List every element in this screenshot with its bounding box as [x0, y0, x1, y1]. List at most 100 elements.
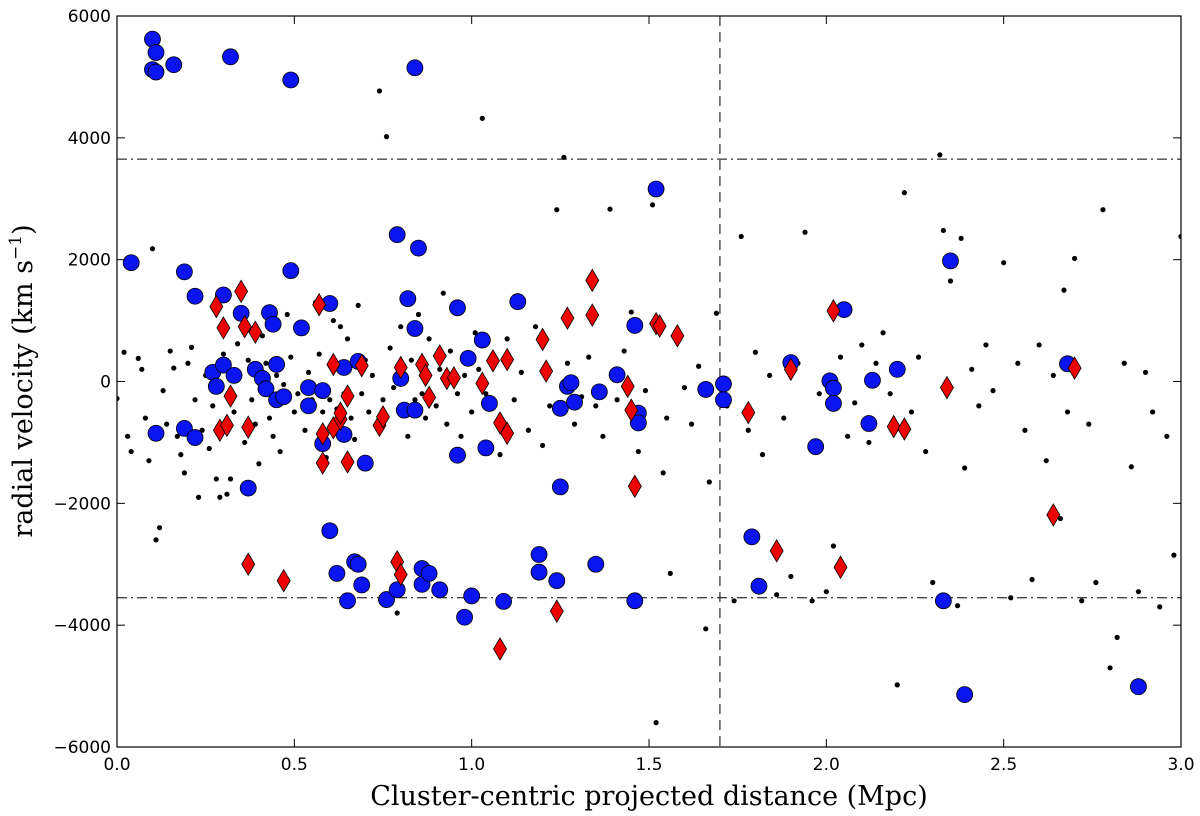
- blue-circle-point: [268, 356, 286, 373]
- blue-circle-point: [239, 479, 257, 497]
- small-dot-point: [461, 372, 468, 379]
- small-dot-point: [940, 227, 946, 234]
- small-dot-point: [547, 403, 553, 409]
- blue-circle-point: [864, 371, 881, 389]
- small-dot-point: [366, 409, 372, 415]
- small-dot-point: [497, 452, 503, 458]
- blue-circle-point: [562, 374, 580, 392]
- small-dot-point: [713, 310, 719, 316]
- blue-circle-point: [647, 180, 665, 198]
- small-dot-point: [391, 384, 397, 391]
- red-diamond-point: [833, 555, 848, 580]
- small-dot-point: [731, 598, 737, 604]
- small-dot-point: [398, 324, 404, 330]
- y-tick-label: −6000: [53, 738, 111, 758]
- blue-circle-point: [463, 587, 481, 605]
- small-dot-point: [249, 397, 255, 403]
- small-dot-point: [837, 354, 844, 360]
- small-dot-point: [146, 458, 152, 464]
- blue-circle-point: [388, 226, 406, 244]
- red-diamond-point: [627, 474, 642, 499]
- x-tick-label: 2.5: [990, 755, 1017, 775]
- red-diamond-point: [769, 539, 784, 563]
- small-dot-point: [245, 357, 251, 363]
- small-dot-point: [128, 448, 134, 455]
- small-dot-point: [1142, 369, 1149, 375]
- small-dot-point: [958, 235, 964, 241]
- blue-circle-point: [473, 331, 491, 349]
- red-diamond-point: [241, 415, 256, 439]
- small-dot-point: [1061, 287, 1067, 293]
- blue-circle-point: [449, 446, 466, 464]
- small-dot-point: [930, 579, 936, 586]
- small-dot-point: [256, 461, 262, 467]
- blue-circle-point: [743, 528, 761, 546]
- small-dot-point: [164, 421, 170, 427]
- small-dot-point: [969, 366, 975, 372]
- small-dot-point: [1171, 552, 1177, 558]
- blue-circle-point: [456, 608, 473, 626]
- small-dot-point: [1157, 604, 1163, 610]
- small-dot-point: [142, 415, 148, 421]
- blue-circle-point: [551, 399, 569, 417]
- small-dot-point: [234, 341, 241, 347]
- small-dot-point: [476, 366, 482, 372]
- blue-circle-point: [825, 379, 842, 397]
- red-diamond-point: [219, 413, 234, 438]
- small-dot-point: [752, 349, 759, 355]
- small-dot-point: [901, 190, 907, 196]
- small-dot-point: [802, 229, 808, 235]
- red-diamond-point: [485, 349, 500, 373]
- small-dot-point: [1135, 589, 1142, 595]
- small-dot-point: [135, 355, 141, 361]
- small-dot-point: [479, 115, 485, 121]
- small-dot-point: [153, 537, 159, 543]
- small-dot-point: [1043, 458, 1049, 464]
- red-diamond-point: [939, 375, 954, 400]
- small-dot-point: [816, 391, 822, 397]
- red-diamond-point: [535, 327, 550, 352]
- blue-circle-point: [388, 581, 406, 599]
- small-dot-point: [586, 354, 592, 360]
- data-points: [117, 30, 1181, 726]
- small-dot-point: [277, 448, 283, 455]
- red-diamond-point: [315, 422, 330, 446]
- x-tick-label: 2.0: [813, 755, 840, 775]
- blue-circle-point: [356, 454, 374, 472]
- small-dot-point: [320, 409, 326, 415]
- small-dot-point: [139, 366, 145, 372]
- small-dot-point: [1029, 576, 1035, 583]
- red-diamond-point: [216, 316, 231, 340]
- blue-circle-point: [186, 429, 204, 446]
- blue-circle-point: [548, 572, 566, 590]
- blue-circle-point: [122, 254, 140, 272]
- blue-circle-point: [186, 287, 204, 305]
- y-tick-label: 6000: [68, 7, 111, 27]
- blue-circle-point: [282, 262, 300, 280]
- small-dot-point: [880, 330, 886, 336]
- small-dot-point: [383, 134, 390, 140]
- red-diamond-point: [560, 306, 575, 330]
- small-dot-point: [1008, 595, 1014, 601]
- small-dot-point: [866, 439, 872, 446]
- small-dot-point: [1093, 579, 1099, 586]
- blue-circle-point: [420, 564, 438, 582]
- y-tick-label: 2000: [68, 251, 111, 271]
- small-dot-point: [348, 415, 354, 421]
- small-dot-point: [174, 433, 180, 439]
- blue-circle-point: [264, 315, 282, 333]
- blue-circle-point: [825, 395, 842, 412]
- blue-circle-point: [697, 381, 715, 398]
- small-dot-point: [667, 570, 673, 576]
- small-dot-point: [1022, 427, 1028, 433]
- small-dot-point: [227, 476, 234, 482]
- small-dot-point: [788, 573, 794, 580]
- small-dot-point: [1121, 360, 1127, 366]
- small-dot-point: [703, 626, 709, 632]
- red-diamond-point: [585, 303, 600, 327]
- blue-circle-point: [314, 382, 332, 400]
- small-dot-point: [369, 372, 375, 379]
- blue-circle-point: [626, 592, 644, 610]
- y-tick-label: 0: [100, 373, 111, 393]
